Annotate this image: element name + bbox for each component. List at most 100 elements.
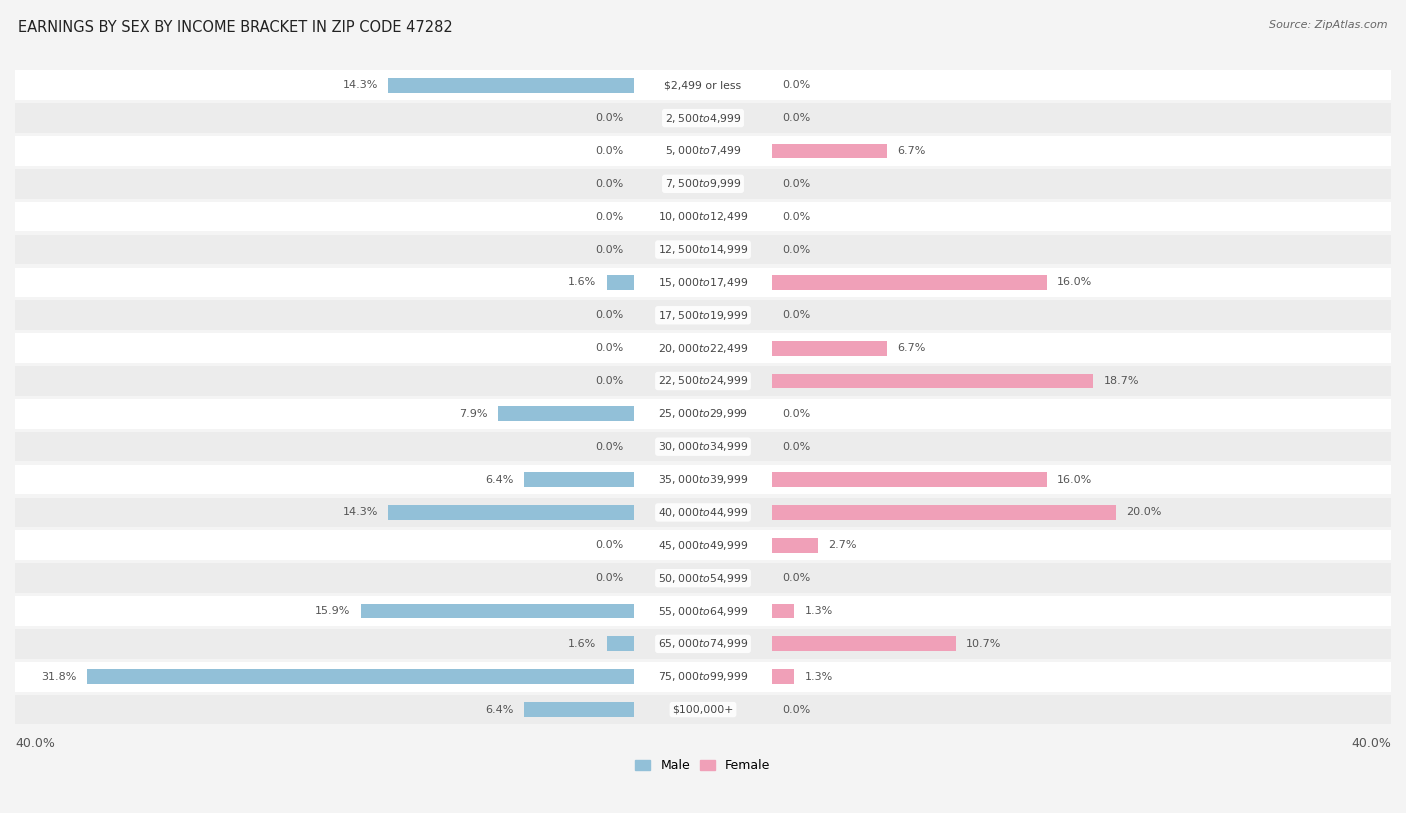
Text: 0.0%: 0.0% [596, 179, 624, 189]
Bar [772, 637, 956, 651]
Text: $65,000 to $74,999: $65,000 to $74,999 [658, 637, 748, 650]
Bar [498, 406, 634, 421]
Bar [361, 603, 634, 619]
Text: 0.0%: 0.0% [782, 80, 810, 90]
Text: 16.0%: 16.0% [1057, 475, 1092, 485]
Bar [15, 629, 1391, 659]
Bar [87, 669, 634, 684]
Text: 31.8%: 31.8% [42, 672, 77, 682]
Text: 40.0%: 40.0% [1351, 737, 1391, 750]
Text: 0.0%: 0.0% [782, 705, 810, 715]
Text: 0.0%: 0.0% [596, 211, 624, 222]
Text: 0.0%: 0.0% [782, 409, 810, 419]
Text: $50,000 to $54,999: $50,000 to $54,999 [658, 572, 748, 585]
Bar [15, 333, 1391, 363]
Text: 2.7%: 2.7% [828, 541, 858, 550]
Bar [15, 267, 1391, 298]
Text: 6.4%: 6.4% [485, 475, 513, 485]
Bar [772, 472, 1047, 487]
Text: $100,000+: $100,000+ [672, 705, 734, 715]
Bar [388, 78, 634, 93]
Text: 18.7%: 18.7% [1104, 376, 1139, 386]
Bar [15, 399, 1391, 428]
Text: $2,499 or less: $2,499 or less [665, 80, 741, 90]
Text: 0.0%: 0.0% [596, 245, 624, 254]
Text: 0.0%: 0.0% [596, 573, 624, 583]
Text: 1.6%: 1.6% [568, 277, 596, 287]
Text: $75,000 to $99,999: $75,000 to $99,999 [658, 670, 748, 683]
Text: 0.0%: 0.0% [596, 343, 624, 353]
Text: 1.6%: 1.6% [568, 639, 596, 649]
Bar [772, 275, 1047, 289]
Text: $12,500 to $14,999: $12,500 to $14,999 [658, 243, 748, 256]
Bar [524, 702, 634, 717]
Bar [772, 374, 1094, 389]
Text: $45,000 to $49,999: $45,000 to $49,999 [658, 539, 748, 552]
Bar [524, 472, 634, 487]
Bar [15, 103, 1391, 133]
Text: $55,000 to $64,999: $55,000 to $64,999 [658, 605, 748, 618]
Bar [15, 695, 1391, 724]
Text: 0.0%: 0.0% [596, 311, 624, 320]
Text: 0.0%: 0.0% [782, 311, 810, 320]
Bar [15, 301, 1391, 330]
Text: Source: ZipAtlas.com: Source: ZipAtlas.com [1270, 20, 1388, 30]
Text: 0.0%: 0.0% [596, 541, 624, 550]
Bar [772, 669, 794, 684]
Text: $20,000 to $22,499: $20,000 to $22,499 [658, 341, 748, 354]
Text: $22,500 to $24,999: $22,500 to $24,999 [658, 375, 748, 388]
Text: 0.0%: 0.0% [782, 245, 810, 254]
Text: 6.7%: 6.7% [897, 343, 925, 353]
Text: $7,500 to $9,999: $7,500 to $9,999 [665, 177, 741, 190]
Text: 0.0%: 0.0% [782, 211, 810, 222]
Bar [15, 202, 1391, 232]
Text: 15.9%: 15.9% [315, 606, 350, 616]
Bar [772, 538, 818, 553]
Bar [15, 366, 1391, 396]
Text: 0.0%: 0.0% [596, 146, 624, 156]
Bar [15, 465, 1391, 494]
Text: 0.0%: 0.0% [596, 441, 624, 452]
Text: 0.0%: 0.0% [782, 113, 810, 123]
Text: 0.0%: 0.0% [596, 376, 624, 386]
Text: 1.3%: 1.3% [804, 606, 832, 616]
Text: 0.0%: 0.0% [782, 179, 810, 189]
Text: 6.7%: 6.7% [897, 146, 925, 156]
Text: $17,500 to $19,999: $17,500 to $19,999 [658, 309, 748, 322]
Bar [772, 505, 1116, 520]
Bar [15, 71, 1391, 100]
Bar [606, 637, 634, 651]
Text: 20.0%: 20.0% [1126, 507, 1161, 517]
Text: 40.0%: 40.0% [15, 737, 55, 750]
Text: 14.3%: 14.3% [343, 80, 378, 90]
Bar [772, 341, 887, 355]
Bar [15, 169, 1391, 198]
Text: 7.9%: 7.9% [460, 409, 488, 419]
Text: $40,000 to $44,999: $40,000 to $44,999 [658, 506, 748, 519]
Text: 0.0%: 0.0% [782, 573, 810, 583]
Text: $15,000 to $17,499: $15,000 to $17,499 [658, 276, 748, 289]
Bar [15, 596, 1391, 626]
Text: $25,000 to $29,999: $25,000 to $29,999 [658, 407, 748, 420]
Bar [606, 275, 634, 289]
Bar [15, 662, 1391, 692]
Text: 0.0%: 0.0% [782, 441, 810, 452]
Text: 10.7%: 10.7% [966, 639, 1001, 649]
Bar [15, 432, 1391, 462]
Text: $2,500 to $4,999: $2,500 to $4,999 [665, 111, 741, 124]
Bar [15, 136, 1391, 166]
Text: 0.0%: 0.0% [596, 113, 624, 123]
Text: EARNINGS BY SEX BY INCOME BRACKET IN ZIP CODE 47282: EARNINGS BY SEX BY INCOME BRACKET IN ZIP… [18, 20, 453, 35]
Text: $35,000 to $39,999: $35,000 to $39,999 [658, 473, 748, 486]
Bar [15, 498, 1391, 527]
Bar [15, 531, 1391, 560]
Bar [772, 144, 887, 159]
Text: 14.3%: 14.3% [343, 507, 378, 517]
Bar [15, 563, 1391, 593]
Bar [388, 505, 634, 520]
Bar [772, 603, 794, 619]
Text: 1.3%: 1.3% [804, 672, 832, 682]
Text: $5,000 to $7,499: $5,000 to $7,499 [665, 145, 741, 158]
Text: 6.4%: 6.4% [485, 705, 513, 715]
Legend: Male, Female: Male, Female [630, 754, 776, 777]
